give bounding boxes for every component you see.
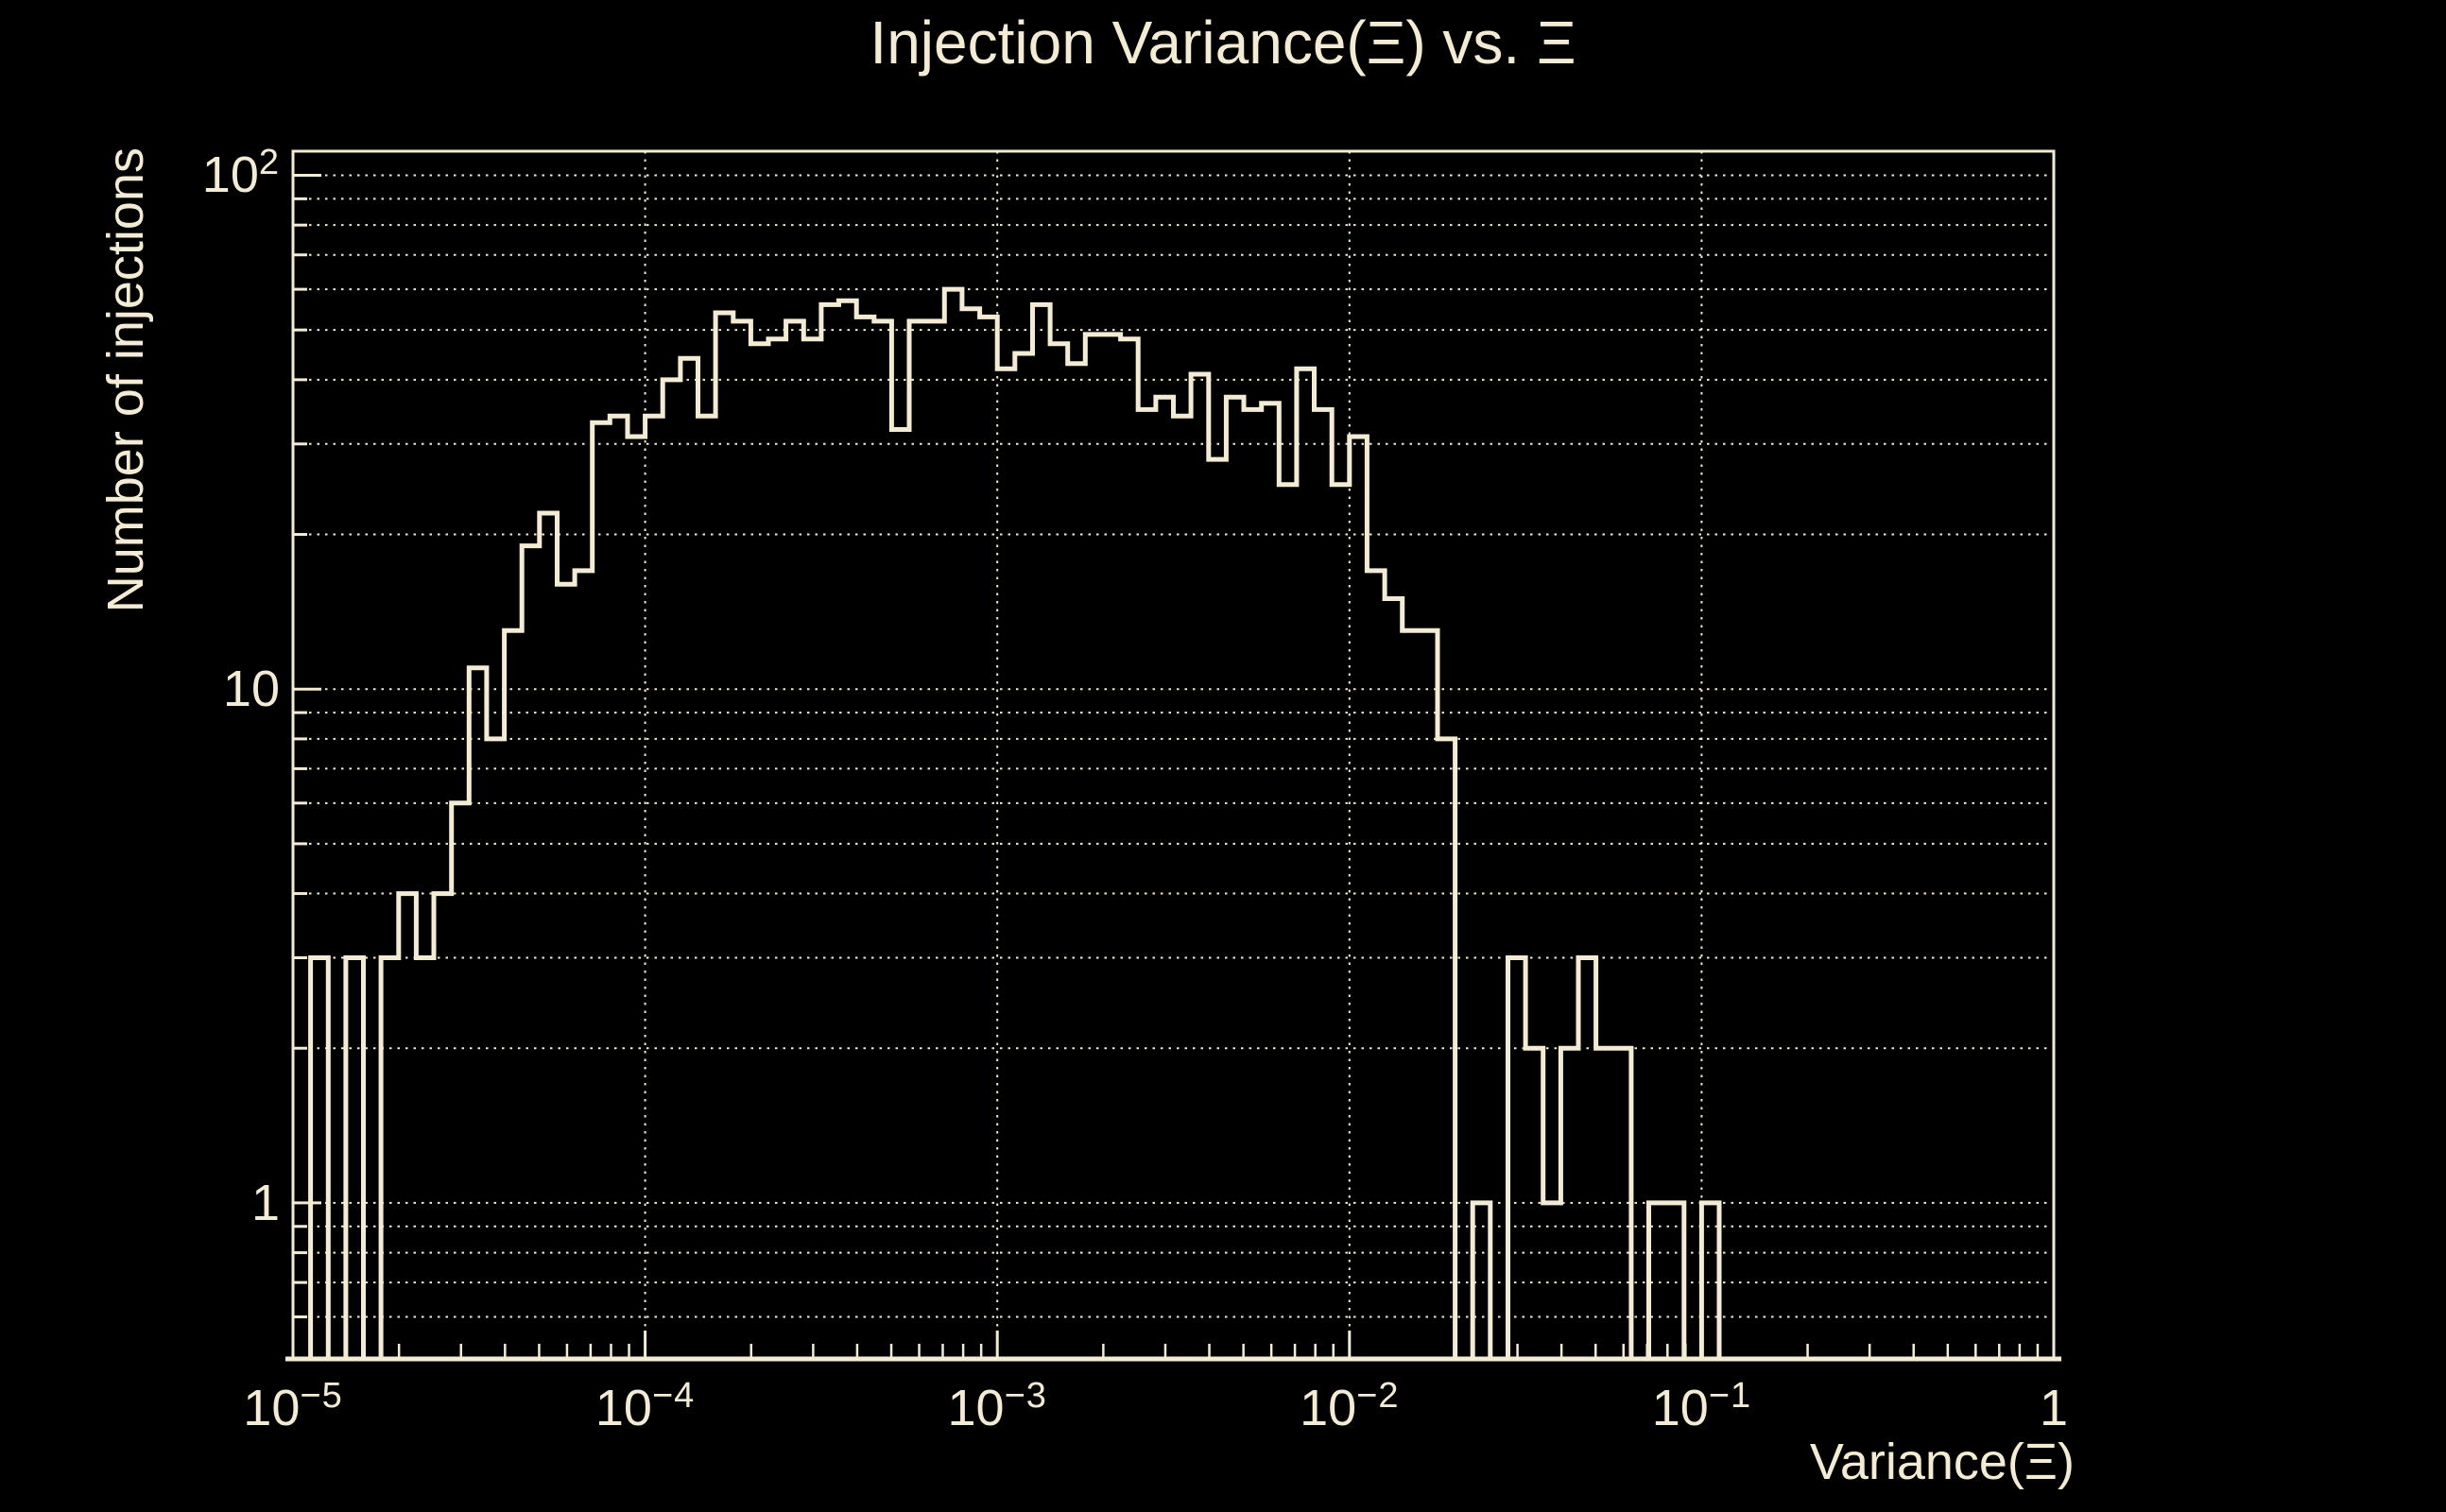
chart-title: Injection Variance(Ξ) vs. Ξ xyxy=(870,9,1576,77)
histogram-line xyxy=(293,286,2054,1362)
x-tick-label: 10−3 xyxy=(947,1376,1047,1436)
x-axis-title: Variance(Ξ) xyxy=(1809,1434,2075,1490)
y-tick-label: 10 xyxy=(222,661,280,718)
x-tick-label: 10−5 xyxy=(243,1376,343,1436)
x-tick-label: 10−1 xyxy=(1651,1376,1752,1436)
x-tick-label: 10−2 xyxy=(1300,1376,1400,1436)
y-tick-label: 102 xyxy=(201,143,280,204)
x-tick-label: 10−4 xyxy=(594,1376,696,1436)
plot-frame xyxy=(291,149,2056,1361)
x-tick-label: 1 xyxy=(2039,1380,2069,1436)
y-tick-label: 1 xyxy=(250,1174,280,1231)
